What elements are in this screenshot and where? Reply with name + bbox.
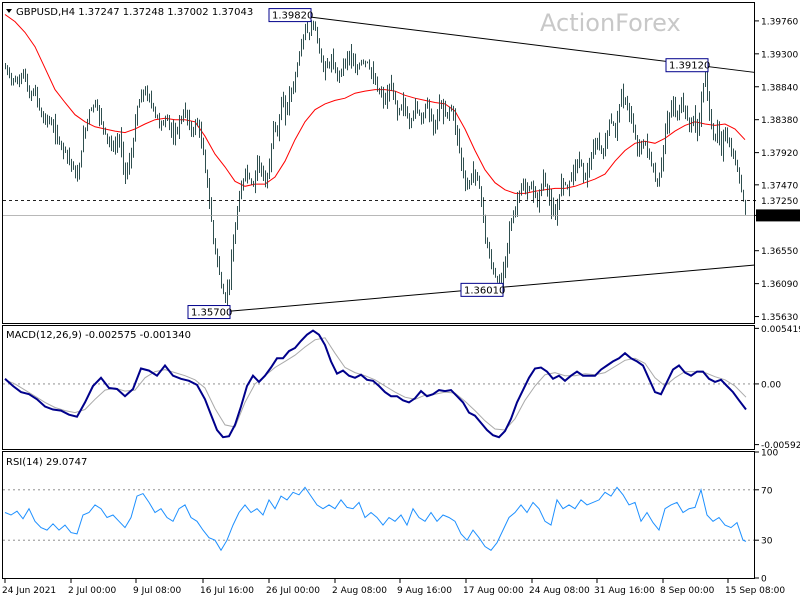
y-tick-label: 70	[761, 486, 773, 496]
swing-label-text: 1.39120	[669, 61, 710, 72]
y-tick-highlight	[756, 194, 800, 207]
y-tick-label: 1.39760	[761, 17, 798, 27]
x-tick-label: 2 Aug 08:00	[332, 586, 387, 596]
rsi-panel-frame	[2, 451, 755, 579]
price-panel: 1.39820 1.39120 1.35700 1.36010	[3, 8, 756, 320]
x-tick-label: 24 Aug 08:00	[529, 586, 590, 596]
x-tick-label: 15 Sep 08:00	[725, 586, 785, 596]
x-tick-label: 9 Aug 16:00	[397, 586, 452, 596]
swing-label-text: 1.36010	[464, 285, 505, 296]
price-panel-frame	[2, 2, 755, 324]
macd-panel-frame	[2, 325, 755, 450]
swing-label-text: 1.39820	[272, 11, 313, 22]
y-tick-label: 1.38840	[761, 83, 798, 93]
y-tick-label: 0.005419	[761, 325, 800, 335]
rsi-panel	[3, 486, 755, 552]
y-tick-label: 1.37470	[761, 181, 798, 191]
swing-label: 1.36010	[460, 282, 505, 297]
x-tick-label: 16 Jul 16:00	[200, 586, 254, 596]
x-tick-label: 2 Jul 00:00	[68, 586, 117, 596]
swing-label-text: 1.35700	[191, 308, 232, 319]
swing-label: 1.39820	[268, 8, 313, 23]
macd-panel-title: MACD(12,26,9) -0.002575 -0.001340	[6, 330, 191, 341]
y-tick-label: 1.36090	[761, 280, 798, 290]
y-tick-label: 1.39300	[761, 50, 798, 60]
swing-label: 1.39120	[665, 58, 710, 73]
macd-signal-line	[4, 337, 747, 431]
y-tick-label: 0	[761, 575, 767, 585]
x-tick-label: 9 Jul 08:00	[133, 586, 182, 596]
watermark: ActionForex	[540, 9, 681, 37]
price-panel-title: GBPUSD,H4 1.37247 1.37248 1.37002 1.3704…	[16, 7, 253, 18]
macd-panel	[3, 329, 755, 439]
swing-labels: 1.39820 1.39120 1.35700 1.36010	[187, 8, 710, 320]
x-axis: 24 Jun 2021 2 Jul 00:00 9 Jul 08:00 16 Jul …	[2, 579, 785, 596]
y-tick-label: 1.37920	[761, 149, 798, 159]
y-tick-label: 1.38380	[761, 116, 798, 126]
macd-line	[4, 329, 747, 439]
x-tick-label: 17 Aug 00:00	[463, 586, 524, 596]
dropdown-triangle-icon[interactable]	[6, 9, 12, 13]
y-tick-highlight	[756, 209, 800, 222]
y-tick-label: 1.37043	[761, 212, 798, 222]
swing-label: 1.35700	[187, 305, 232, 320]
moving-average-line	[4, 14, 746, 194]
y-tick-label: 0.00	[761, 380, 781, 390]
rsi-panel-title: RSI(14) 29.0747	[6, 457, 87, 468]
y-axes: 1.39760 1.39300 1.38840 1.38380 1.37920 1.374…	[755, 17, 800, 585]
y-tick-label: 1.37250	[761, 197, 798, 207]
y-tick-label: 100	[761, 449, 778, 459]
x-tick-label: 31 Aug 16:00	[594, 586, 655, 596]
y-tick-label: 30	[761, 537, 773, 547]
rsi-line	[4, 486, 747, 552]
y-tick-label: 1.36550	[761, 247, 798, 257]
x-tick-label: 24 Jun 2021	[2, 586, 56, 596]
y-tick-label: 1.35630	[761, 313, 798, 323]
price-bars	[5, 20, 746, 311]
x-tick-label: 26 Jul 00:00	[266, 586, 320, 596]
x-tick-label: 8 Sep 00:00	[660, 586, 715, 596]
